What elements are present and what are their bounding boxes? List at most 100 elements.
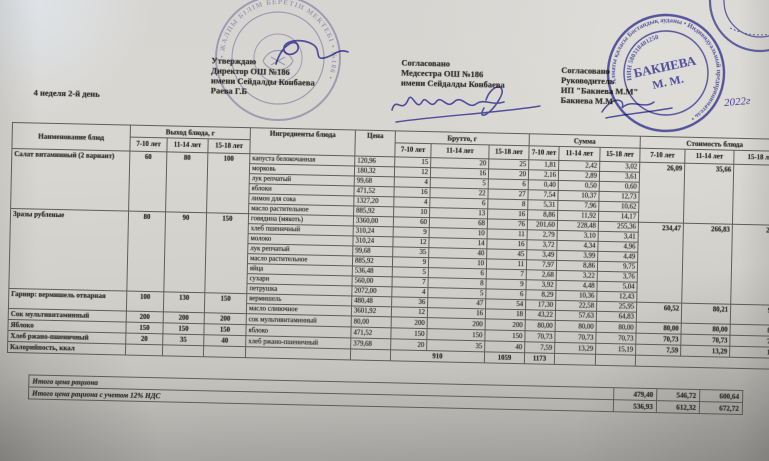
kcal-value-cell: 910 (390, 349, 485, 363)
cost-cell: 35,66 (683, 163, 734, 225)
dish-output-cell: 150 (162, 322, 205, 335)
sum-cell: 2,16 (528, 169, 559, 181)
empty-cell (554, 353, 596, 366)
sum-cell: 2,79 (527, 229, 558, 241)
price-cell: 560,00 (352, 275, 393, 287)
dish-output-cell: 80 (126, 211, 166, 292)
totals-value-cell: 612,32 (656, 400, 700, 414)
price-cell: 1327,20 (353, 195, 394, 207)
age-col-header: 7-10 лет (129, 137, 168, 152)
cost-cell: 90,78 (730, 304, 769, 326)
menu-table-body: Салат витаминный (2 вариант) 60 80 100 капус… (7, 148, 769, 370)
dish-output-cell: 40 (203, 334, 246, 347)
price-cell: 120,96 (354, 155, 395, 167)
price-cell: 480,48 (351, 295, 392, 307)
cost-cell: 60,52 (636, 302, 682, 324)
age-col-header: 7-10 лет (639, 148, 686, 164)
empty-cell (162, 344, 204, 357)
sum-cell: 201,60 (527, 219, 558, 231)
kcal-value-cell: 1059 (484, 351, 525, 364)
dish-name-cell: Зразы рубленые (8, 208, 129, 292)
dish-output-cell: 35 (162, 333, 204, 346)
dish-name-cell: Салат витаминный (2 вариант) (10, 148, 130, 212)
sum-cell: 17,30 (525, 299, 556, 311)
sum-cell: 7,97 (526, 259, 557, 271)
sum-cell: 15,19 (595, 343, 636, 356)
sum-cell: 2,68 (526, 269, 557, 281)
brutto-cell: 200 (391, 316, 428, 329)
age-col-header: 15-18 лет (488, 144, 530, 160)
sum-cell: 70,73 (554, 331, 597, 344)
sum-cell: 3,92 (525, 279, 557, 291)
sum-cell: 13,29 (554, 342, 596, 355)
age-col-header: 15-18 лет (733, 150, 769, 166)
price-cell: 80,00 (351, 315, 392, 328)
price-cell: 379,68 (350, 337, 391, 350)
sum-cell: 8,86 (527, 209, 558, 221)
dish-output-cell: 130 (163, 291, 205, 313)
sum-cell: 80,00 (596, 321, 637, 334)
sum-cell: 80,00 (555, 320, 597, 333)
bakieva-stamp: Алматы қаласы Бостандық ауданы • Индивид… (600, 7, 732, 138)
dish-output-cell: 90 (163, 211, 207, 293)
price-cell: 99,68 (354, 175, 395, 187)
price-cell: 885,92 (353, 205, 394, 217)
sum-cell: 0,40 (528, 179, 559, 191)
sum-cell: 7,54 (527, 189, 559, 201)
price-cell: 310,24 (353, 225, 394, 237)
name-column-header: Наименование блюд (11, 122, 131, 152)
price-cell: 885,92 (352, 255, 393, 267)
dish-output-cell: 150 (203, 323, 247, 336)
school-stamp: • ЖАЛПЫ БІЛІМ БЕРЕТІН МЕКТЕБІ • №186 • (215, 0, 341, 121)
empty-cell (245, 346, 351, 360)
kcal-value-cell: 1173 (524, 352, 555, 365)
bakieva-stamp-initials: М. М. (651, 72, 685, 92)
price-cell: 471,52 (353, 185, 395, 197)
totals-body: Итого цена рациона 479,40 546,72 600,64 Итог… (28, 374, 743, 415)
totals-table: Итого цена рациона 479,40 546,72 600,64 Итог… (28, 374, 743, 415)
price-cell: 310,24 (352, 235, 394, 247)
age-col-header: 15-18 лет (599, 147, 641, 163)
price-cell: 536,48 (352, 265, 393, 277)
price-cell: 471,52 (350, 326, 392, 339)
age-col-header: 7-10 лет (528, 145, 560, 161)
dish-output-cell: 60 (128, 151, 167, 212)
brutto-cell: 150 (390, 327, 428, 340)
dish-output-cell: 150 (204, 212, 249, 294)
empty-cell (595, 354, 636, 367)
totals-value-cell: 479,40 (613, 387, 657, 401)
price-cell: 3601,92 (351, 305, 392, 317)
signature-director (275, 39, 349, 65)
sum-cell: 1,81 (528, 159, 559, 171)
price-cell: 3360,00 (353, 215, 394, 227)
sum-cell: 80,00 (525, 319, 556, 332)
sum-cell: 43,22 (525, 309, 556, 321)
dish-output-cell: 20 (125, 333, 163, 345)
sum-cell: 3,49 (526, 249, 557, 261)
totals-value-cell: 536,93 (613, 399, 657, 413)
kcal-label-cell: Калорийность, ккал (7, 341, 126, 356)
sum-cell: 5,31 (527, 199, 558, 211)
dish-output-cell: 80 (165, 151, 208, 213)
cost-cell: 299,19 (730, 224, 769, 306)
brutto-cell: 20 (390, 338, 427, 351)
sum-cell: 3,72 (526, 239, 558, 251)
dish-output-cell: 200 (204, 312, 247, 325)
sum-cell: 7,59 (524, 341, 555, 354)
age-col-header: 7-10 лет (394, 142, 432, 158)
sum-cell: 70,73 (595, 332, 637, 345)
empty-cell (350, 348, 391, 361)
totals-value-cell: 546,72 (656, 388, 700, 402)
cost-cell: 234,47 (636, 222, 684, 304)
signature-nurse (391, 86, 541, 123)
brutto-cell: 40 (484, 340, 525, 353)
week-day-label: 4 неделя 2-й день (33, 87, 100, 99)
dish-name-cell: Гарнир: вермишель отварная (8, 288, 127, 312)
empty-cell (635, 355, 769, 370)
dish-output-cell: 100 (206, 152, 250, 214)
handwritten-year: 2022г (723, 94, 751, 110)
brutto-cell: 150 (484, 329, 526, 342)
cost-cell: 26,09 (638, 162, 685, 224)
